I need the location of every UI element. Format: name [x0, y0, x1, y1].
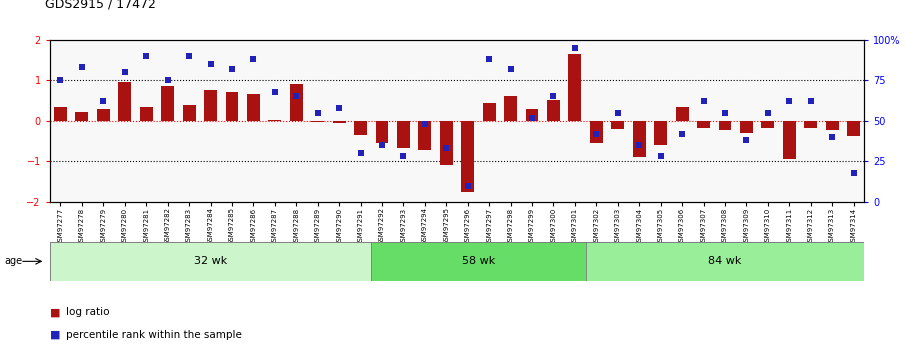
- Bar: [440, 121, 452, 165]
- Bar: [247, 95, 260, 121]
- Point: [461, 183, 475, 188]
- Text: log ratio: log ratio: [66, 307, 110, 317]
- Bar: [462, 121, 474, 192]
- Point: [289, 93, 303, 99]
- Point: [96, 99, 110, 104]
- Point: [224, 66, 239, 72]
- Bar: [586, 241, 864, 281]
- Point: [310, 110, 325, 115]
- Text: ■: ■: [50, 330, 61, 339]
- Text: 32 wk: 32 wk: [194, 256, 227, 266]
- Bar: [847, 121, 860, 136]
- Bar: [139, 107, 153, 121]
- Bar: [783, 121, 795, 159]
- Point: [653, 154, 668, 159]
- Bar: [805, 121, 817, 128]
- Point: [332, 105, 347, 110]
- Text: 58 wk: 58 wk: [462, 256, 495, 266]
- Point: [482, 56, 497, 62]
- Bar: [75, 112, 89, 121]
- Point: [589, 131, 604, 137]
- Point: [718, 110, 732, 115]
- Point: [75, 65, 90, 70]
- Point: [118, 69, 132, 75]
- Point: [503, 66, 518, 72]
- Bar: [119, 82, 131, 121]
- Bar: [526, 109, 538, 121]
- Point: [439, 146, 453, 151]
- Text: GDS2915 / 17472: GDS2915 / 17472: [45, 0, 157, 10]
- Bar: [397, 121, 410, 148]
- Bar: [354, 121, 367, 135]
- Point: [246, 56, 261, 62]
- Point: [567, 45, 582, 51]
- Point: [547, 93, 561, 99]
- Point: [182, 53, 196, 59]
- Point: [160, 77, 175, 83]
- Text: age: age: [5, 256, 23, 266]
- Text: percentile rank within the sample: percentile rank within the sample: [66, 330, 242, 339]
- Bar: [697, 121, 710, 128]
- Bar: [269, 120, 281, 121]
- Point: [396, 154, 411, 159]
- Bar: [333, 121, 346, 123]
- Point: [611, 110, 625, 115]
- Bar: [633, 121, 645, 157]
- Bar: [161, 86, 174, 121]
- Bar: [676, 107, 689, 121]
- Point: [417, 121, 432, 127]
- Point: [204, 61, 218, 67]
- Bar: [504, 96, 517, 121]
- Point: [268, 89, 282, 94]
- Bar: [205, 90, 217, 121]
- Bar: [418, 121, 432, 150]
- Bar: [740, 121, 753, 133]
- Point: [804, 99, 818, 104]
- Point: [760, 110, 775, 115]
- Point: [846, 170, 861, 175]
- Bar: [311, 121, 324, 122]
- Point: [139, 53, 154, 59]
- Point: [696, 99, 710, 104]
- Point: [782, 99, 796, 104]
- Bar: [225, 92, 238, 121]
- Bar: [97, 109, 110, 121]
- Bar: [482, 102, 496, 121]
- Bar: [654, 121, 667, 145]
- Point: [632, 142, 646, 148]
- Point: [353, 150, 367, 156]
- Bar: [183, 105, 195, 121]
- Bar: [371, 241, 586, 281]
- Point: [739, 137, 754, 143]
- Bar: [50, 241, 371, 281]
- Bar: [761, 121, 775, 128]
- Bar: [547, 100, 560, 121]
- Point: [375, 142, 389, 148]
- Bar: [590, 121, 603, 143]
- Point: [824, 134, 839, 140]
- Text: ■: ■: [50, 307, 61, 317]
- Text: 84 wk: 84 wk: [709, 256, 741, 266]
- Bar: [825, 121, 839, 130]
- Point: [53, 77, 68, 83]
- Point: [675, 131, 690, 137]
- Bar: [568, 54, 581, 121]
- Bar: [290, 84, 302, 121]
- Bar: [54, 107, 67, 121]
- Bar: [719, 121, 731, 130]
- Point: [525, 115, 539, 120]
- Bar: [376, 121, 388, 143]
- Bar: [612, 121, 624, 129]
